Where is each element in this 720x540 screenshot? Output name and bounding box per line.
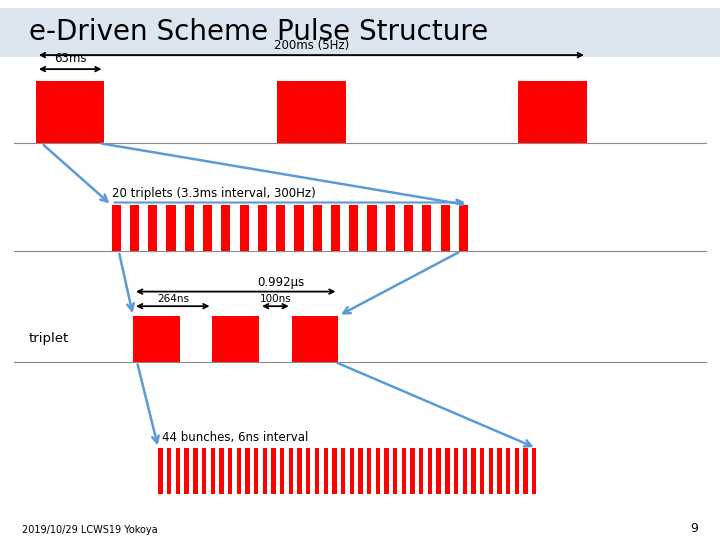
Text: 2019/10/29 LCWS19 Yokoya: 2019/10/29 LCWS19 Yokoya [22,524,157,535]
Bar [133,316,180,362]
Bar [121,205,130,251]
Bar [397,448,402,494]
Text: e-Driven Scheme Pulse Structure: e-Driven Scheme Pulse Structure [29,18,488,46]
Bar [432,448,436,494]
Bar [345,448,350,494]
Bar [163,448,167,494]
Text: triplet: triplet [29,332,69,346]
Bar [406,448,410,494]
Bar [340,205,349,251]
Bar [250,448,254,494]
Bar [171,448,176,494]
Bar [359,205,367,251]
Bar [519,448,523,494]
Bar [377,205,386,251]
Bar [415,448,419,494]
Text: 100ns: 100ns [259,294,292,304]
Bar [528,448,532,494]
Text: 264ns: 264ns [157,294,189,304]
Bar [441,448,445,494]
Bar [354,448,359,494]
Bar [0,8,720,57]
Bar [112,205,468,251]
Bar [36,81,104,143]
Bar [336,448,341,494]
Text: 9: 9 [690,522,698,535]
Bar [212,316,259,362]
Bar [276,448,280,494]
Bar [139,205,148,251]
Bar [267,448,271,494]
Bar [206,448,210,494]
Bar [476,448,480,494]
Bar [395,205,404,251]
Bar [292,316,338,362]
Bar [518,81,587,143]
Text: 20 triplets (3.3ms interval, 300Hz): 20 triplets (3.3ms interval, 300Hz) [112,187,315,200]
Bar [431,205,441,251]
Bar [319,448,323,494]
Bar [380,448,384,494]
Bar [328,448,332,494]
Bar [302,448,306,494]
Bar [322,205,331,251]
Bar [224,448,228,494]
Text: 0.992μs: 0.992μs [257,276,305,289]
Bar [180,448,184,494]
Bar [467,448,471,494]
Bar [277,81,346,143]
Text: 200ms (5Hz): 200ms (5Hz) [274,39,349,52]
Bar [493,448,498,494]
Text: 63ms: 63ms [54,52,86,65]
Bar [233,448,237,494]
Bar [248,205,258,251]
Bar [450,205,459,251]
Bar [304,205,312,251]
Bar [284,448,289,494]
Bar [413,205,423,251]
Bar [458,448,462,494]
Bar [176,205,185,251]
Bar [197,448,202,494]
Bar [449,448,454,494]
Bar [194,205,203,251]
Bar [212,205,221,251]
Bar [423,448,428,494]
Bar [258,448,263,494]
Bar [510,448,515,494]
Bar [157,205,166,251]
Bar [215,448,219,494]
Bar [158,448,536,494]
Bar [267,205,276,251]
Bar [485,448,489,494]
Bar [230,205,240,251]
Bar [189,448,193,494]
Bar [372,448,376,494]
Bar [310,448,315,494]
Bar [502,448,506,494]
Bar [293,448,297,494]
Bar [363,448,367,494]
Bar [389,448,393,494]
Text: 44 bunches, 6ns interval: 44 bunches, 6ns interval [162,431,308,444]
Bar [241,448,246,494]
Bar [285,205,294,251]
